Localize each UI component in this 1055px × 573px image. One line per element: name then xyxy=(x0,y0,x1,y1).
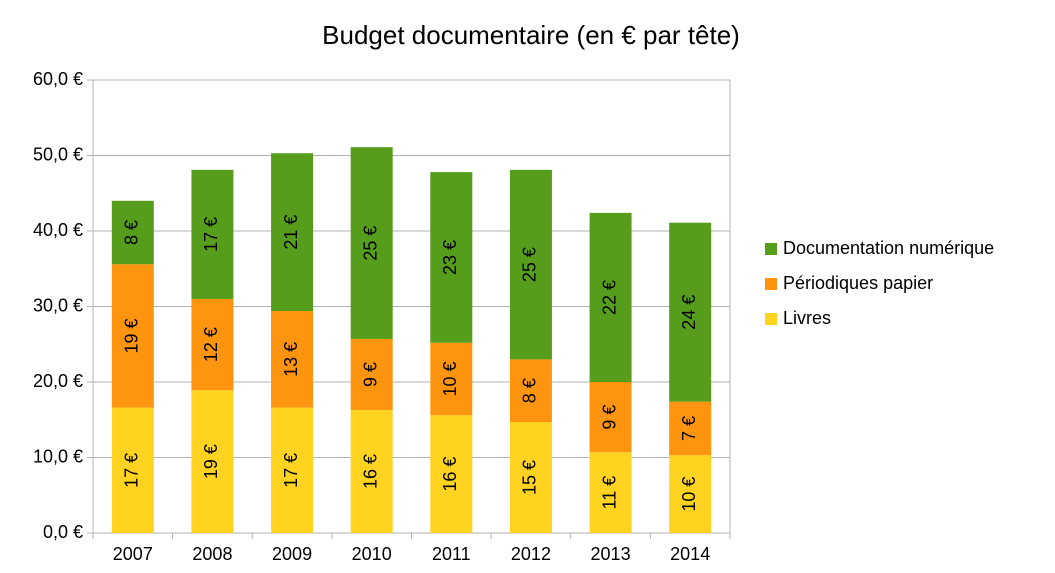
data-label: 12 € xyxy=(201,327,221,362)
x-tick-label: 2007 xyxy=(113,544,153,564)
data-label: 9 € xyxy=(360,362,380,387)
bar-segment xyxy=(191,169,234,299)
bar-segment xyxy=(669,401,712,456)
bar-segment xyxy=(111,200,154,265)
data-label: 7 € xyxy=(679,416,699,441)
bar-segment xyxy=(271,311,314,408)
x-tick-label: 2013 xyxy=(591,544,631,564)
legend-label: Périodiques papier xyxy=(783,273,933,293)
bar-segment xyxy=(589,212,632,382)
bar-segment xyxy=(669,222,712,402)
y-tick-label: 20,0 € xyxy=(33,371,83,391)
data-label: 19 € xyxy=(201,444,221,479)
bar-segment xyxy=(191,298,234,391)
y-tick-label: 10,0 € xyxy=(33,446,83,466)
bar-segment xyxy=(509,422,552,533)
bar-segment xyxy=(271,407,314,533)
bar-segment xyxy=(111,264,154,408)
data-label: 17 € xyxy=(122,453,142,488)
bar-segment xyxy=(350,409,393,533)
x-tick-label: 2011 xyxy=(432,544,471,564)
data-label: 15 € xyxy=(520,460,540,495)
y-tick-label: 0,0 € xyxy=(43,522,83,542)
legend-label: Livres xyxy=(783,308,831,328)
bar-segment xyxy=(669,455,712,533)
data-label: 11 € xyxy=(599,476,619,510)
data-label: 19 € xyxy=(122,318,142,353)
data-label: 10 € xyxy=(440,361,460,396)
data-label: 17 € xyxy=(281,453,301,488)
data-label: 23 € xyxy=(440,240,460,275)
bar-segment xyxy=(589,452,632,533)
data-label: 8 € xyxy=(520,378,540,403)
data-label: 22 € xyxy=(599,280,619,315)
data-label: 8 € xyxy=(122,220,142,245)
x-tick-label: 2010 xyxy=(352,544,392,564)
legend-swatch xyxy=(765,243,777,255)
x-tick-label: 2008 xyxy=(192,544,232,564)
data-label: 25 € xyxy=(520,247,540,282)
bar-segment xyxy=(509,359,552,423)
data-label: 10 € xyxy=(679,477,699,512)
x-tick-label: 2012 xyxy=(511,544,551,564)
data-label: 21 € xyxy=(281,215,301,250)
y-tick-label: 60,0 € xyxy=(33,69,83,89)
x-tick-label: 2009 xyxy=(272,544,312,564)
data-label: 13 € xyxy=(281,342,301,377)
data-label: 16 € xyxy=(440,457,460,492)
data-label: 24 € xyxy=(679,295,699,330)
legend-swatch xyxy=(765,313,777,325)
bar-segment xyxy=(191,390,234,533)
bar-segment xyxy=(271,153,314,312)
legend-label: Documentation numérique xyxy=(783,238,994,258)
bar-segment xyxy=(111,407,154,533)
chart-title: Budget documentaire (en € par tête) xyxy=(322,20,740,50)
bar-segment xyxy=(350,147,393,339)
bar-segment xyxy=(350,338,393,410)
legend-swatch xyxy=(765,278,777,290)
x-tick-label: 2014 xyxy=(670,544,710,564)
bar-segment xyxy=(430,342,473,416)
data-label: 16 € xyxy=(360,454,380,489)
data-label: 25 € xyxy=(360,226,380,261)
data-label: 9 € xyxy=(599,405,619,430)
y-tick-label: 40,0 € xyxy=(33,220,83,240)
data-label: 17 € xyxy=(201,217,221,252)
bar-segment xyxy=(589,382,632,453)
bar-segment xyxy=(509,169,552,360)
y-tick-label: 30,0 € xyxy=(33,295,83,315)
bar-segment xyxy=(430,172,473,343)
bar-segment xyxy=(430,415,473,533)
y-tick-label: 50,0 € xyxy=(33,144,83,164)
